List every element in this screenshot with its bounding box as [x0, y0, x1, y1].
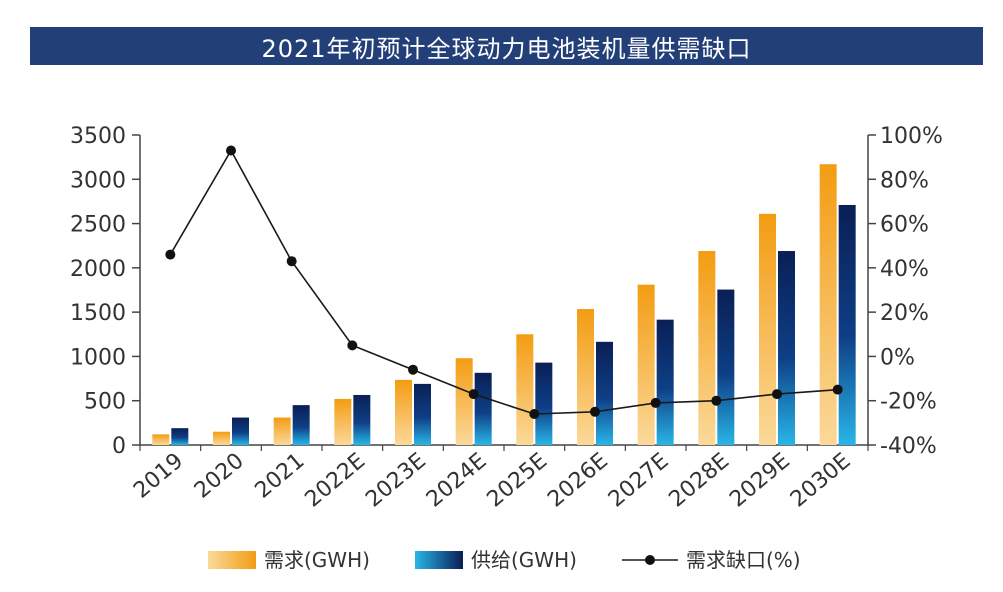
legend-demand-swatch [208, 551, 256, 569]
x-tick-label: 2025E [483, 448, 553, 512]
y-right-tick-label: -20% [880, 390, 937, 415]
legend-supply-swatch [415, 551, 463, 569]
supply-bar [838, 204, 856, 445]
demand-bar [152, 434, 170, 445]
chart-title-bar: 2021年初预计全球动力电池装机量供需缺口 [30, 27, 983, 65]
demand-bar [395, 379, 412, 445]
y-left-tick-label: 1000 [70, 345, 126, 370]
supply-bar [353, 394, 371, 445]
demand-bar [516, 334, 534, 445]
gap-point [650, 397, 661, 408]
supply-bar [656, 319, 674, 445]
gap-point [165, 249, 176, 260]
y-left-tick-label: 2000 [70, 257, 126, 282]
y-right-tick-label: 80% [880, 168, 929, 193]
demand-bar [273, 417, 291, 445]
y-right-tick-label: 60% [880, 213, 929, 238]
x-tick-label: 2021 [251, 448, 310, 503]
gap-point [347, 340, 358, 351]
supply-bar [596, 341, 613, 445]
y-left-tick-label: 3500 [70, 124, 126, 149]
demand-bar [637, 284, 655, 445]
supply-bar [414, 383, 431, 445]
x-tick-label: 2022E [301, 448, 371, 512]
demand-bar [819, 164, 837, 445]
y-right-tick-label: 0% [880, 345, 915, 370]
gap-point [468, 389, 479, 400]
legend-supply-label: 供给(GWH) [471, 548, 577, 572]
x-tick-label: 2023E [361, 448, 431, 512]
x-tick-label: 2029E [725, 448, 795, 512]
supply-bar [474, 372, 492, 445]
gap-line [169, 148, 838, 415]
x-tick-label: 2020 [190, 448, 249, 503]
supply-bar [232, 417, 249, 445]
y-left-tick-label: 3000 [70, 168, 126, 193]
y-right-tick-label: 40% [880, 257, 929, 282]
y-left-tick-label: 0 [112, 434, 126, 459]
legend-demand-label: 需求(GWH) [264, 548, 370, 572]
demand-bar [698, 251, 716, 445]
gap-point [286, 256, 297, 267]
gap-point [711, 395, 722, 406]
y-right-tick-label: 20% [880, 301, 929, 326]
y-left-tick-label: 2500 [70, 213, 126, 238]
x-tick-label: 2024E [422, 448, 492, 512]
supply-bar [778, 251, 795, 445]
gap-point [832, 384, 843, 395]
demand-bar [455, 358, 473, 445]
y-left-tick-label: 1500 [70, 301, 126, 326]
x-tick-label: 2019 [129, 448, 188, 503]
x-tick-label: 2028E [665, 448, 735, 512]
supply-bar [535, 362, 553, 445]
y-right-tick-label: 100% [880, 124, 943, 149]
demand-bar [577, 309, 594, 445]
gap-point [590, 406, 600, 417]
legend-gap-label: 需求缺口(%) [686, 548, 801, 572]
y-left-tick-label: 500 [84, 390, 126, 415]
x-tick-label: 2027E [604, 448, 674, 512]
gap-point [529, 409, 540, 419]
supply-bar [292, 405, 310, 445]
legend-gap-marker [645, 555, 655, 565]
x-tick-label: 2026E [543, 448, 613, 512]
y-right-tick-label: -40% [880, 434, 937, 459]
gap-point [408, 364, 418, 375]
demand-bar [213, 431, 230, 445]
demand-bar [759, 213, 776, 445]
x-tick-label: 2030E [786, 448, 856, 512]
chart-title: 2021年初预计全球动力电池装机量供需缺口 [261, 34, 752, 63]
supply-bar [171, 428, 189, 445]
demand-bar [334, 398, 352, 445]
gap-point [772, 389, 782, 400]
supply-bar [717, 289, 735, 445]
gap-point [226, 145, 236, 156]
